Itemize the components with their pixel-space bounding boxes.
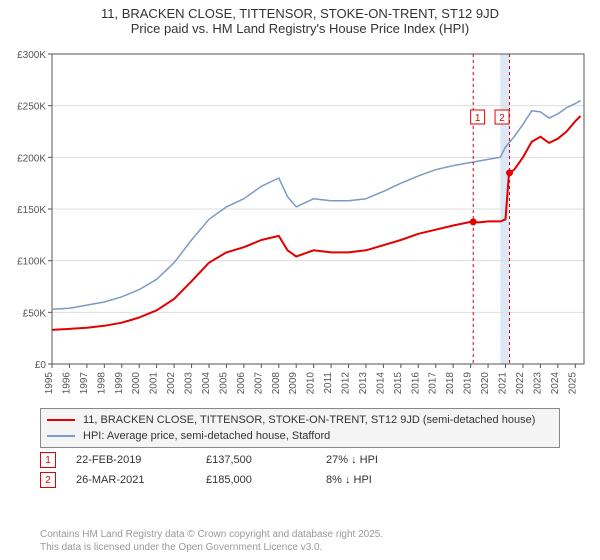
- marker-price-2: £185,000: [206, 474, 326, 486]
- svg-text:£50K: £50K: [23, 308, 47, 319]
- svg-text:2013: 2013: [358, 372, 369, 395]
- svg-text:2006: 2006: [236, 372, 247, 395]
- marker-price-1: £137,500: [206, 454, 326, 466]
- title-line-2: Price paid vs. HM Land Registry's House …: [10, 21, 590, 36]
- footer-line-1: Contains HM Land Registry data © Crown c…: [40, 528, 383, 541]
- legend-row-2: HPI: Average price, semi-detached house,…: [47, 428, 553, 444]
- svg-text:2015: 2015: [393, 372, 404, 395]
- svg-text:2018: 2018: [445, 372, 456, 395]
- svg-text:£150K: £150K: [17, 205, 46, 216]
- marker-row-1: 1 22-FEB-2019 £137,500 27% ↓ HPI: [40, 450, 446, 470]
- marker-box-2: 2: [40, 472, 56, 488]
- legend-label-1: 11, BRACKEN CLOSE, TITTENSOR, STOKE-ON-T…: [83, 414, 535, 426]
- legend: 11, BRACKEN CLOSE, TITTENSOR, STOKE-ON-T…: [40, 408, 560, 448]
- marker-date-2: 26-MAR-2021: [76, 474, 206, 486]
- svg-text:2022: 2022: [515, 372, 526, 395]
- svg-text:1996: 1996: [61, 372, 72, 395]
- svg-text:2024: 2024: [550, 372, 561, 395]
- title-block: 11, BRACKEN CLOSE, TITTENSOR, STOKE-ON-T…: [0, 0, 600, 38]
- chart-svg: £0 £50K £100K £150K £200K £250K £300K 1995 1996 1…: [8, 48, 592, 400]
- svg-text:£200K: £200K: [17, 153, 46, 164]
- svg-text:£100K: £100K: [17, 257, 46, 268]
- svg-text:2001: 2001: [149, 372, 160, 395]
- svg-text:1999: 1999: [114, 372, 125, 395]
- legend-row-1: 11, BRACKEN CLOSE, TITTENSOR, STOKE-ON-T…: [47, 412, 553, 428]
- svg-text:2012: 2012: [341, 372, 352, 395]
- svg-text:1: 1: [475, 113, 481, 124]
- svg-text:2025: 2025: [567, 372, 578, 395]
- svg-text:£300K: £300K: [17, 50, 46, 61]
- svg-text:£250K: £250K: [17, 102, 46, 113]
- svg-text:2002: 2002: [166, 372, 177, 395]
- container: 11, BRACKEN CLOSE, TITTENSOR, STOKE-ON-T…: [0, 0, 600, 560]
- svg-text:2009: 2009: [288, 372, 299, 395]
- svg-text:2007: 2007: [253, 372, 264, 395]
- svg-text:2023: 2023: [532, 372, 543, 395]
- legend-label-2: HPI: Average price, semi-detached house,…: [83, 430, 330, 442]
- legend-swatch-1: [47, 419, 75, 421]
- svg-text:2010: 2010: [306, 372, 317, 395]
- svg-text:2017: 2017: [428, 372, 439, 395]
- marker-pct-2: 8% ↓ HPI: [326, 474, 446, 486]
- svg-text:2016: 2016: [410, 372, 421, 395]
- svg-text:2004: 2004: [201, 372, 212, 395]
- svg-text:£0: £0: [35, 360, 47, 371]
- svg-text:2: 2: [499, 113, 505, 124]
- svg-text:2005: 2005: [218, 372, 229, 395]
- marker-row-2: 2 26-MAR-2021 £185,000 8% ↓ HPI: [40, 470, 446, 490]
- footer-line-2: This data is licensed under the Open Gov…: [40, 541, 383, 554]
- svg-text:2021: 2021: [498, 372, 509, 395]
- marker-date-1: 22-FEB-2019: [76, 454, 206, 466]
- svg-text:2019: 2019: [463, 372, 474, 395]
- marker-box-1: 1: [40, 452, 56, 468]
- svg-text:1997: 1997: [79, 372, 90, 395]
- marker-num-1: 1: [45, 455, 51, 466]
- legend-swatch-2: [47, 435, 75, 437]
- footer: Contains HM Land Registry data © Crown c…: [40, 528, 383, 554]
- svg-text:2014: 2014: [375, 372, 386, 395]
- marker-table: 1 22-FEB-2019 £137,500 27% ↓ HPI 2 26-MA…: [40, 450, 446, 490]
- title-line-1: 11, BRACKEN CLOSE, TITTENSOR, STOKE-ON-T…: [10, 6, 590, 21]
- svg-text:2000: 2000: [131, 372, 142, 395]
- svg-text:1998: 1998: [96, 372, 107, 395]
- marker-pct-1: 27% ↓ HPI: [326, 454, 446, 466]
- svg-text:2008: 2008: [271, 372, 282, 395]
- svg-text:1995: 1995: [44, 372, 55, 395]
- chart: £0 £50K £100K £150K £200K £250K £300K 1995 1996 1…: [8, 48, 592, 400]
- svg-text:2011: 2011: [323, 372, 334, 394]
- svg-text:2003: 2003: [184, 372, 195, 395]
- svg-text:2020: 2020: [480, 372, 491, 395]
- marker-num-2: 2: [45, 475, 51, 486]
